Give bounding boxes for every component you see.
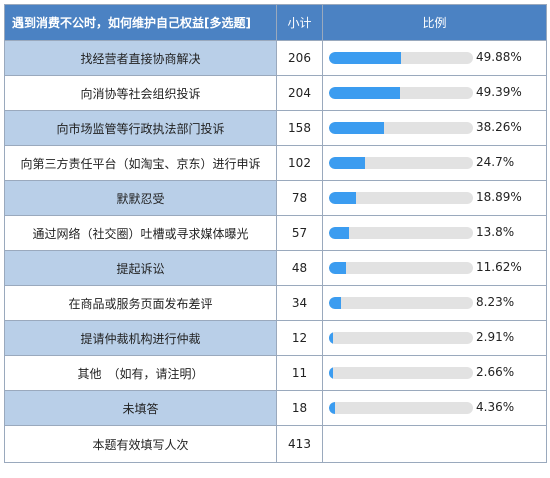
ratio-cell: 2.91% <box>322 320 547 356</box>
option-count: 158 <box>276 110 323 146</box>
ratio-percent-label: 2.91% <box>476 330 515 344</box>
ratio-cell: 18.89% <box>322 180 547 216</box>
option-label: 其他 （如有，请注明） <box>4 355 277 391</box>
table-header-row: 遇到消费不公时，如何维护自己权益[多选题] 小计 比例 <box>4 4 547 41</box>
option-count: 34 <box>276 285 323 321</box>
ratio-bar <box>329 227 349 239</box>
ratio-percent-label: 11.62% <box>476 260 522 274</box>
ratio-cell: 24.7% <box>322 145 547 181</box>
ratio-percent-label: 18.89% <box>476 190 522 204</box>
ratio-bar-track <box>329 262 473 274</box>
count-column-header: 小计 <box>276 4 323 41</box>
ratio-percent-label: 2.66% <box>476 365 515 379</box>
table-row: 找经营者直接协商解决 206 49.88% <box>4 40 547 76</box>
ratio-percent-label: 4.36% <box>476 400 515 414</box>
table-row: 提起诉讼 48 11.62% <box>4 250 547 286</box>
survey-result-table: 遇到消费不公时，如何维护自己权益[多选题] 小计 比例 找经营者直接协商解决 20… <box>4 4 547 463</box>
ratio-cell: 13.8% <box>322 215 547 251</box>
option-label: 未填答 <box>4 390 277 426</box>
ratio-bar <box>329 52 401 64</box>
table-row: 默默忍受 78 18.89% <box>4 180 547 216</box>
option-count: 57 <box>276 215 323 251</box>
table-row: 向市场监管等行政执法部门投诉 158 38.26% <box>4 110 547 146</box>
ratio-percent-label: 24.7% <box>476 155 515 169</box>
option-count: 18 <box>276 390 323 426</box>
table-row: 其他 （如有，请注明） 11 2.66% <box>4 355 547 391</box>
option-label: 提请仲裁机构进行仲裁 <box>4 320 277 356</box>
option-count: 12 <box>276 320 323 356</box>
ratio-bar <box>329 157 365 169</box>
option-count: 206 <box>276 40 323 76</box>
option-count: 204 <box>276 75 323 111</box>
ratio-cell: 11.62% <box>322 250 547 286</box>
ratio-percent-label: 8.23% <box>476 295 515 309</box>
ratio-bar-track <box>329 297 473 309</box>
table-row: 向第三方责任平台（如淘宝、京东）进行申诉 102 24.7% <box>4 145 547 181</box>
ratio-bar <box>329 87 401 99</box>
ratio-bar-track <box>329 192 473 204</box>
total-row: 本题有效填写人次 413 <box>4 425 547 463</box>
ratio-cell: 49.88% <box>322 40 547 76</box>
ratio-bar <box>329 297 341 309</box>
ratio-cell: 49.39% <box>322 75 547 111</box>
ratio-cell: 38.26% <box>322 110 547 146</box>
option-label: 找经营者直接协商解决 <box>4 40 277 76</box>
ratio-percent-label: 49.39% <box>476 85 522 99</box>
option-label: 默默忍受 <box>4 180 277 216</box>
option-count: 11 <box>276 355 323 391</box>
survey-result-table-container: 遇到消费不公时，如何维护自己权益[多选题] 小计 比例 找经营者直接协商解决 20… <box>4 4 547 474</box>
option-label: 通过网络（社交圈）吐槽或寻求媒体曝光 <box>4 215 277 251</box>
option-label: 在商品或服务页面发布差评 <box>4 285 277 321</box>
ratio-bar <box>329 367 333 379</box>
ratio-bar <box>329 192 357 204</box>
option-label: 向市场监管等行政执法部门投诉 <box>4 110 277 146</box>
total-label: 本题有效填写人次 <box>4 425 277 463</box>
ratio-bar-track <box>329 87 473 99</box>
ratio-bar <box>329 332 334 344</box>
ratio-bar <box>329 402 336 414</box>
option-count: 48 <box>276 250 323 286</box>
table-body: 找经营者直接协商解决 206 49.88% 向消协等社会组织投诉 204 49.39% 向市… <box>4 40 547 463</box>
option-count: 78 <box>276 180 323 216</box>
ratio-bar-track <box>329 122 473 134</box>
ratio-cell: 4.36% <box>322 390 547 426</box>
option-count: 102 <box>276 145 323 181</box>
ratio-percent-label: 13.8% <box>476 225 515 239</box>
ratio-percent-label: 38.26% <box>476 120 522 134</box>
ratio-bar-track <box>329 52 473 64</box>
ratio-column-header: 比例 <box>322 4 547 41</box>
option-label: 向第三方责任平台（如淘宝、京东）进行申诉 <box>4 145 277 181</box>
total-count: 413 <box>276 425 323 463</box>
ratio-cell: 2.66% <box>322 355 547 391</box>
ratio-bar <box>329 122 385 134</box>
ratio-bar-track <box>329 157 473 169</box>
ratio-bar-track <box>329 367 473 379</box>
option-label: 向消协等社会组织投诉 <box>4 75 277 111</box>
ratio-bar-track <box>329 402 473 414</box>
total-ratio-empty <box>322 425 547 463</box>
ratio-bar-track <box>329 227 473 239</box>
table-row: 向消协等社会组织投诉 204 49.39% <box>4 75 547 111</box>
table-row: 通过网络（社交圈）吐槽或寻求媒体曝光 57 13.8% <box>4 215 547 251</box>
table-row: 未填答 18 4.36% <box>4 390 547 426</box>
table-row: 在商品或服务页面发布差评 34 8.23% <box>4 285 547 321</box>
ratio-percent-label: 49.88% <box>476 50 522 64</box>
table-row: 提请仲裁机构进行仲裁 12 2.91% <box>4 320 547 356</box>
option-label: 提起诉讼 <box>4 250 277 286</box>
ratio-bar <box>329 262 346 274</box>
ratio-cell: 8.23% <box>322 285 547 321</box>
ratio-bar-track <box>329 332 473 344</box>
question-title: 遇到消费不公时，如何维护自己权益[多选题] <box>4 4 277 41</box>
